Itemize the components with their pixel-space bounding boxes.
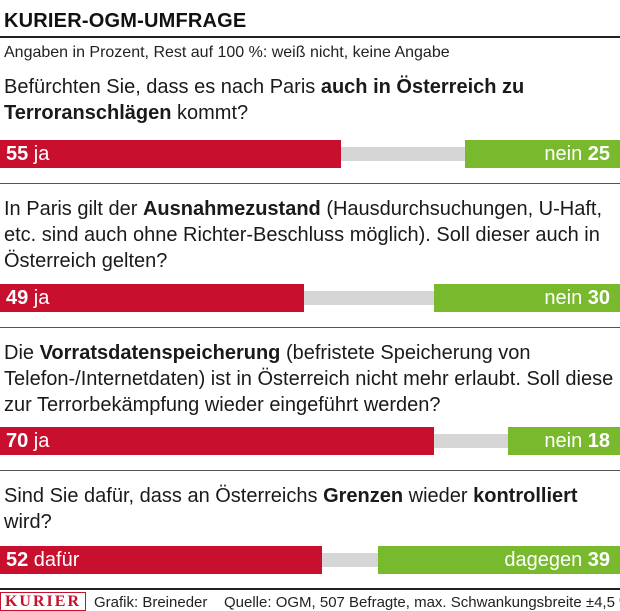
question-text: In Paris gilt der Ausnahmezustand (Hausd… [4,196,616,274]
no-value: 18 [587,430,610,452]
no-answer-bar [322,553,378,567]
question-fragment: (Hausdurchsuchungen, U-Haft, etc. sind a… [4,198,603,272]
chart-subtitle: Angaben in Prozent, Rest auf 100 %: weiß… [4,44,450,61]
no-bar [465,140,620,168]
no-value: 30 [587,287,610,309]
no-label: nein 18 [544,427,610,455]
section-divider [0,327,620,328]
graphic-credit: Grafik: Breineder [94,594,208,611]
yes-label: 49 ja [6,284,49,312]
no-value: 39 [587,549,610,571]
no-bar [508,427,620,455]
no-answer-bar [304,291,434,305]
question-text: Sind Sie dafür, dass an Österreichs Gren… [4,483,616,535]
question-fragment: Die [4,342,40,364]
yes-bar [0,284,304,312]
yes-text: ja [28,143,50,165]
question-fragment: (befristete Speicherung von Telefon-/Int… [4,342,614,416]
no-label: dagegen 39 [504,546,610,574]
yes-bar [0,140,341,168]
header-divider [0,36,620,38]
result-bar: 55 ja nein 25 [0,140,620,168]
yes-bar [0,546,322,574]
question-emphasis: auch in Österreich zu Terroranschlägen [4,76,525,124]
question-text: Die Vorratsdatenspeicherung (befristete … [4,340,616,418]
question-emphasis: Vorratsdatenspeicherung [39,342,281,364]
no-text: nein [544,287,588,309]
chart-title: KURIER-OGM-UMFRAGE [4,10,247,32]
result-bar: 70 ja nein 18 [0,427,620,455]
question-emphasis: Ausnahmezustand [142,198,321,220]
no-value: 25 [587,143,610,165]
no-label: nein 25 [544,140,610,168]
result-bar: 52 dafür dagegen 39 [0,546,620,574]
no-text: nein [544,430,588,452]
question-emphasis: Grenzen [323,485,404,507]
yes-value: 70 [6,430,29,452]
yes-bar [0,427,434,455]
question-fragment: Sind Sie dafür, dass an Österreichs [4,485,324,507]
question-fragment: Befürchten Sie, dass es nach Paris [4,76,321,98]
yes-value: 49 [6,287,29,309]
yes-label: 55 ja [6,140,49,168]
source-note: Quelle: OGM, 507 Befragte, max. Schwanku… [224,594,620,611]
yes-text: ja [28,287,50,309]
no-answer-bar [434,434,508,448]
question-fragment: wieder [403,485,474,507]
question-fragment: kommt? [171,102,249,124]
kurier-logo: KURIER [0,592,86,611]
section-divider [0,183,620,184]
yes-value: 55 [6,143,29,165]
question-emphasis: kontrolliert [473,485,578,507]
no-label: nein 30 [544,284,610,312]
no-answer-bar [341,147,465,161]
no-bar [378,546,620,574]
yes-value: 52 [6,549,29,571]
question-fragment: wird? [4,511,52,533]
result-bar: 49 ja nein 30 [0,284,620,312]
question-fragment: In Paris gilt der [4,198,143,220]
footer-divider [0,588,620,590]
question-text: Befürchten Sie, dass es nach Paris auch … [4,74,616,126]
yes-label: 70 ja [6,427,49,455]
yes-text: dafür [28,549,80,571]
no-bar [434,284,620,312]
section-divider [0,470,620,471]
no-text: nein [544,143,588,165]
yes-label: 52 dafür [6,546,79,574]
no-text: dagegen [504,549,588,571]
yes-text: ja [28,430,50,452]
